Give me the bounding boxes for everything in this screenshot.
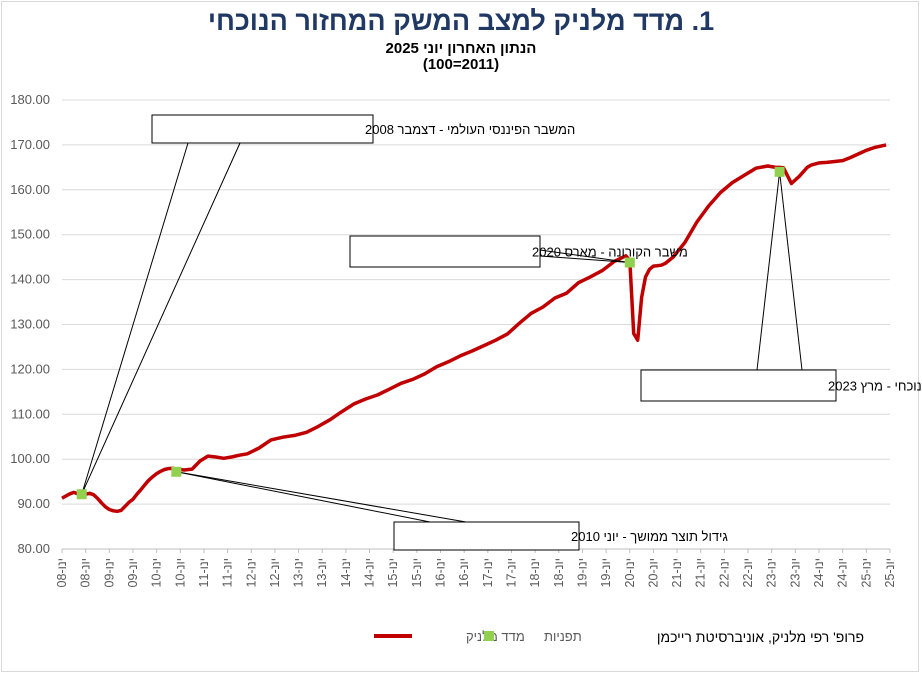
annotations-layer: המשבר הפיננסי העולמי - דצמבר 2008 גידול ת… — [76, 114, 922, 551]
y-tick-label: 120.00 — [10, 361, 50, 376]
annotation-leader-line — [176, 471, 431, 523]
legend-marker-swatch — [484, 631, 494, 641]
x-tick-label: ינו-17 — [481, 558, 495, 587]
x-tick-label: יונ-22 — [741, 558, 755, 587]
y-tick-label: 160.00 — [10, 182, 50, 197]
annotation-box — [151, 114, 374, 144]
turning-point-marker — [624, 257, 635, 268]
y-tick-label: 130.00 — [10, 317, 50, 332]
y-tick-label: 170.00 — [10, 137, 50, 152]
x-tick-label: ינו-12 — [244, 558, 258, 587]
y-tick-label: 100.00 — [10, 451, 50, 466]
x-tick-label: יונ-18 — [552, 558, 566, 587]
legend-label-turning-points: תפניות — [544, 629, 582, 644]
turning-point-marker — [171, 466, 182, 477]
annotation-label: המחזור הנוכחי - מרץ 2023 — [828, 379, 922, 394]
x-tick-label: ינו-16 — [434, 558, 448, 587]
author-credit: פרופ' רפי מלניק, אוניברסיטת רייכמן — [656, 629, 864, 645]
annotation-leader-line — [539, 249, 630, 264]
turning-point-marker — [76, 489, 87, 500]
annotation-leader-line — [176, 471, 467, 523]
annotation-box — [640, 369, 837, 402]
x-tick-label: יונ-24 — [836, 558, 850, 587]
chart-subtitle-last-data: הנתון האחרון יוני 2025 — [385, 40, 537, 57]
annotation-label: גידול תוצר ממושך - יוני 2010 — [571, 529, 728, 544]
annotation-label: משבר הקורונה - מארס 2020 — [532, 245, 688, 260]
series-layer — [61, 143, 887, 514]
x-tick-label: יונ-23 — [788, 558, 802, 587]
x-tick-label: יונ-10 — [173, 558, 187, 587]
annotation-leader-line — [539, 255, 630, 264]
x-tick-label: יונ-16 — [457, 558, 471, 587]
x-tick-label: יונ-08 — [79, 558, 93, 587]
y-tick-label: 110.00 — [11, 406, 50, 421]
x-tick-label: יונ-14 — [363, 558, 377, 587]
y-tick-label: 80.00 — [17, 541, 50, 556]
x-tick-label: יונ-13 — [315, 558, 329, 587]
x-tick-label: ינו-15 — [386, 558, 400, 587]
x-tick-label: יונ-17 — [504, 558, 518, 587]
x-tick-label: יונ-09 — [126, 558, 140, 587]
x-tick-label: ינו-18 — [528, 558, 542, 587]
x-tick-label: ינו-09 — [102, 558, 116, 587]
x-tick-label: יונ-15 — [410, 558, 424, 587]
y-tick-label: 140.00 — [10, 272, 50, 287]
x-tick-label: יונ-19 — [599, 558, 613, 587]
x-tick-label: ינו-08 — [55, 558, 69, 587]
y-tick-label: 180.00 — [10, 92, 50, 107]
x-tick-label: ינו-11 — [197, 558, 211, 587]
annotation-leader-line — [81, 142, 189, 495]
x-axis-ticks: ינו-08 יונ-08 ינו-09 יונ-09 ינו-10 יונ-10 ינו-… — [55, 549, 897, 587]
x-tick-label: ינו-13 — [292, 558, 306, 587]
gridlines — [62, 99, 890, 550]
x-tick-label: יונ-11 — [221, 558, 235, 587]
x-tick-label: יונ-25 — [883, 558, 897, 587]
x-tick-label: ינו-10 — [150, 558, 164, 587]
y-tick-label: 150.00 — [10, 227, 50, 242]
x-tick-label: ינו-22 — [717, 558, 731, 587]
x-tick-label: ינו-25 — [859, 558, 873, 587]
x-tick-label: ינו-20 — [623, 558, 637, 587]
x-tick-label: יונ-12 — [268, 558, 282, 587]
annotation-label: המשבר הפיננסי העולמי - דצמבר 2008 — [365, 122, 575, 137]
x-tick-label: ינו-23 — [765, 558, 779, 587]
annotation-box — [349, 235, 541, 268]
x-tick-label: ינו-24 — [812, 558, 826, 587]
y-axis-ticks: 80.00 90.00 100.00 110.00 120.00 130.00 140.00… — [10, 92, 50, 556]
x-tick-label: יונ-21 — [694, 558, 708, 587]
series-line-melnick-index — [61, 143, 887, 514]
chart-title: 1. מדד מלניק למצב המשק המחזור הנוכחי — [207, 6, 715, 36]
x-tick-label: ינו-14 — [339, 558, 353, 587]
annotation-box — [393, 521, 580, 551]
x-tick-label: יונ-20 — [646, 558, 660, 587]
annotation-leader-line — [779, 171, 803, 371]
legend: מדד מלניק תפניות — [374, 629, 582, 644]
y-tick-label: 90.00 — [17, 496, 50, 511]
legend-label-melnick-index: מדד מלניק — [466, 629, 525, 644]
turning-point-marker — [774, 166, 785, 177]
chart-subtitle-base-year: (100=2011) — [422, 56, 500, 73]
annotation-leader-line — [81, 142, 241, 495]
x-tick-label: ינו-21 — [670, 558, 684, 587]
x-tick-label: ינו-19 — [575, 558, 589, 587]
annotation-leader-line — [756, 171, 781, 371]
